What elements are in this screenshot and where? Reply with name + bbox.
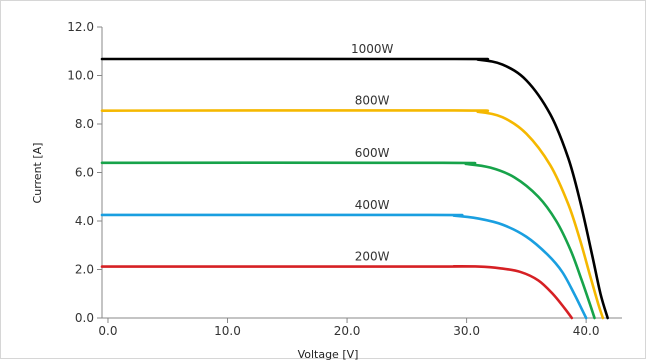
y-tick-label: 6.0 [75, 166, 94, 180]
x-tick-label: 30.0 [453, 324, 480, 338]
series-label-400w: 400W [355, 198, 390, 212]
series-label-800w: 800W [355, 94, 390, 108]
series-line-400w [100, 213, 588, 320]
y-tick-label: 10.0 [67, 69, 94, 83]
y-ticks: 0.0 2.0 4.0 6.0 8.0 10.0 12.0 [67, 20, 102, 325]
y-tick-label: 2.0 [75, 263, 94, 277]
series-label-600w: 600W [355, 146, 390, 160]
series-line-600w [100, 161, 596, 320]
series-line-1000w [100, 57, 609, 320]
series-labels: 1000W 800W 600W 400W 200W [351, 42, 394, 264]
y-axis-title: Current [A] [31, 143, 44, 204]
x-tick-label: 10.0 [214, 324, 241, 338]
y-tick-label: 12.0 [67, 20, 94, 34]
x-ticks: 0.0 10.0 20.0 30.0 40.0 [98, 318, 599, 338]
chart-axes [101, 27, 622, 319]
y-tick-label: 0.0 [75, 311, 94, 325]
series-line-800w [100, 109, 605, 320]
series-label-1000w: 1000W [351, 42, 394, 56]
y-tick-label: 4.0 [75, 214, 94, 228]
series-line-200w [100, 265, 574, 320]
x-tick-label: 40.0 [573, 324, 600, 338]
x-axis-title: Voltage [V] [298, 348, 359, 361]
y-tick-label: 8.0 [75, 117, 94, 131]
series-label-200w: 200W [355, 250, 390, 264]
x-tick-label: 0.0 [98, 324, 117, 338]
x-tick-label: 20.0 [334, 324, 361, 338]
series-group [100, 57, 609, 320]
